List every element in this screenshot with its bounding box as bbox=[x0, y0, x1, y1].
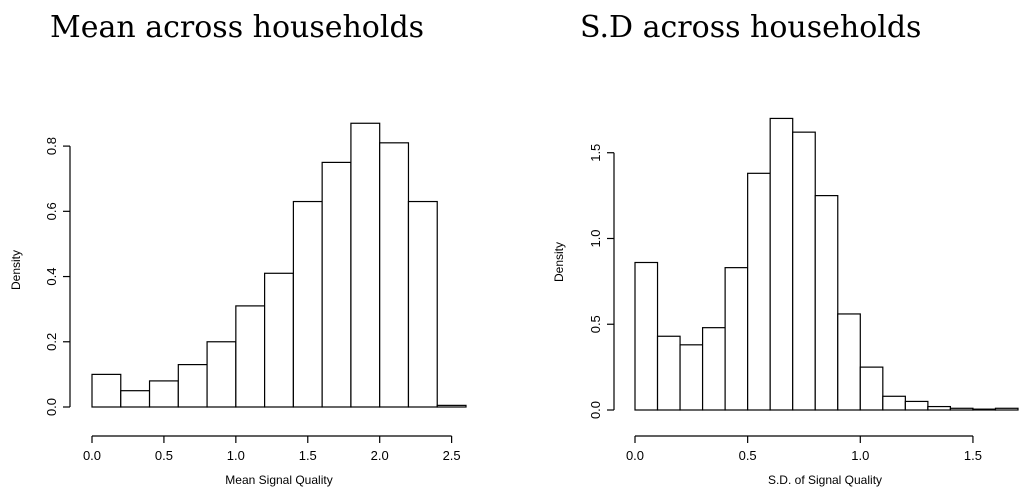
x-tick-label: 1.0 bbox=[851, 448, 869, 463]
y-axis-label: Density bbox=[9, 250, 23, 290]
y-axis: 0.0 0.5 1.0 1.5 bbox=[588, 144, 615, 419]
x-axis-label: S.D. of Signal Quality bbox=[768, 473, 882, 487]
y-tick-label: 0.2 bbox=[44, 333, 59, 351]
x-tick-label: 2.0 bbox=[371, 448, 389, 463]
y-axis: 0.0 0.2 0.4 0.6 0.8 bbox=[44, 137, 71, 416]
chart-title: S.D across households bbox=[580, 10, 921, 45]
histogram-bar bbox=[656, 335, 681, 411]
histogram-panel-mean: Mean across households 0.0 0.2 0.4 0.6 0.8 0… bbox=[9, 10, 467, 487]
histogram-bar bbox=[177, 364, 208, 408]
histogram-bar bbox=[292, 200, 323, 408]
histogram-bar bbox=[407, 200, 438, 408]
y-tick-label: 1.0 bbox=[588, 229, 603, 247]
histogram-bar bbox=[321, 161, 352, 408]
histogram-bar bbox=[206, 341, 237, 408]
y-axis-label: Density bbox=[552, 242, 566, 282]
bars-group bbox=[634, 117, 1019, 411]
x-tick-label: 0.5 bbox=[155, 448, 173, 463]
x-tick-label: 1.5 bbox=[964, 448, 982, 463]
histogram-bar bbox=[148, 380, 179, 408]
y-tick-label: 0.4 bbox=[44, 268, 59, 286]
histogram-bar bbox=[701, 327, 726, 411]
histogram-bar bbox=[904, 400, 929, 411]
histogram-bar bbox=[949, 407, 974, 411]
y-tick-label: 0.6 bbox=[44, 202, 59, 220]
x-tick-label: 0.0 bbox=[83, 448, 101, 463]
x-axis: 0.0 0.5 1.0 1.5 bbox=[626, 435, 982, 463]
histogram-bar bbox=[379, 142, 410, 408]
histogram-bar bbox=[882, 395, 906, 411]
x-axis: 0.0 0.5 1.0 1.5 2.0 2.5 bbox=[83, 435, 461, 463]
histogram-bar bbox=[120, 390, 151, 408]
histogram-bar bbox=[972, 408, 997, 411]
x-tick-label: 0.0 bbox=[626, 448, 644, 463]
x-tick-label: 1.0 bbox=[227, 448, 245, 463]
histogram-bar bbox=[814, 195, 839, 411]
x-tick-label: 2.5 bbox=[443, 448, 461, 463]
x-tick-label: 1.5 bbox=[299, 448, 317, 463]
histogram-bar bbox=[634, 261, 659, 411]
x-axis-label: Mean Signal Quality bbox=[225, 473, 332, 487]
bars-group bbox=[91, 122, 467, 408]
histogram-bar bbox=[769, 117, 794, 411]
histogram-bar bbox=[859, 366, 884, 411]
histogram-bar bbox=[350, 122, 381, 408]
histogram-bar bbox=[994, 407, 1019, 411]
histogram-panel-sd: S.D across households 0.00.51.01.5 0.0 0.… bbox=[552, 10, 1019, 487]
y-tick-label: 1.5 bbox=[588, 144, 603, 162]
histogram-bar bbox=[927, 405, 952, 411]
histogram-bar bbox=[747, 172, 771, 411]
histogram-bar bbox=[679, 344, 704, 411]
y-tick-label: 0.5 bbox=[588, 315, 603, 333]
y-tick-label: 0.8 bbox=[44, 137, 59, 155]
histogram-bar bbox=[264, 272, 294, 408]
histogram-bar bbox=[792, 131, 816, 411]
histogram-bar bbox=[91, 373, 122, 408]
histogram-bar bbox=[235, 305, 266, 408]
x-tick-label: 0.5 bbox=[739, 448, 757, 463]
histogram-bar bbox=[837, 313, 861, 411]
chart-title: Mean across households bbox=[50, 10, 424, 45]
y-tick-label: 0.0 bbox=[44, 398, 59, 416]
y-tick-label: 0.0 bbox=[588, 401, 603, 419]
histogram-bar bbox=[724, 267, 749, 411]
histogram-bar bbox=[436, 404, 467, 408]
